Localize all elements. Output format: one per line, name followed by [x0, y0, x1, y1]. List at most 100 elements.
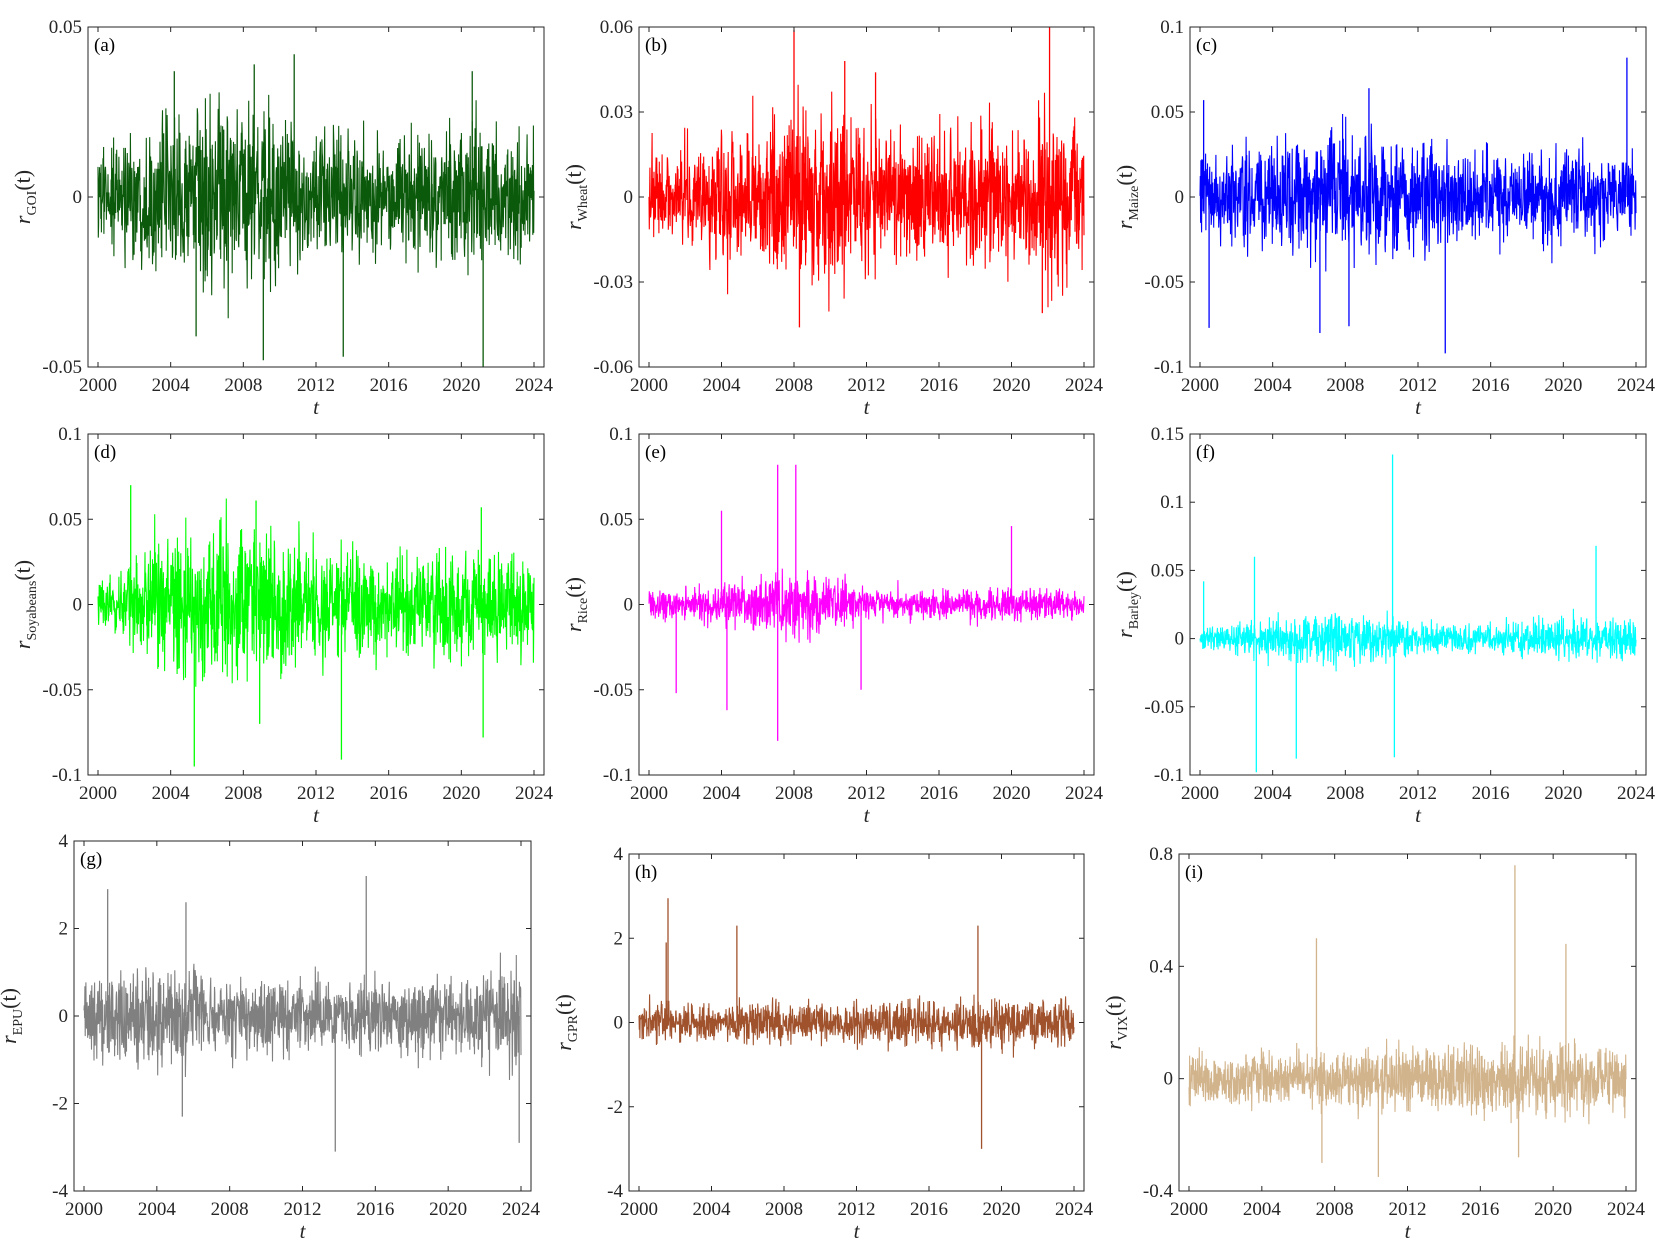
y-axis-label: rGOI(t) — [10, 170, 40, 224]
x-tick-label: 2020 — [993, 783, 1031, 804]
x-tick-label: 2012 — [1399, 783, 1437, 804]
x-tick-label: 2012 — [1399, 375, 1437, 396]
plot-frame — [1189, 433, 1647, 776]
y-tick-label: 0.05 — [1151, 560, 1184, 581]
x-tick-label: 2024 — [1065, 375, 1104, 396]
x-tick-label: 2000 — [620, 1199, 658, 1220]
x-tick-label: 2008 — [1326, 375, 1364, 396]
x-tick-label: 2020 — [1544, 375, 1582, 396]
x-tick-label: 2004 — [152, 783, 191, 804]
y-tick-label: 0 — [624, 187, 634, 208]
x-tick-label: 2020 — [1534, 1199, 1572, 1220]
chart-panel-barley: 2000 2004 2008 2012 2016 2020 2024 -0.1 -0.05 0 0.… — [1112, 424, 1656, 827]
x-tick-label: 2000 — [1181, 375, 1219, 396]
x-tick-label: 2012 — [838, 1199, 876, 1220]
panel-label: (b) — [645, 35, 667, 56]
x-tick-label: 2000 — [1181, 783, 1219, 804]
x-tick-label: 2024 — [502, 1199, 541, 1220]
y-tick-label: 0 — [1164, 1069, 1174, 1090]
x-tick-label: 2020 — [442, 783, 480, 804]
y-tick-label: 2 — [614, 928, 624, 949]
y-tick-label: 0.1 — [1160, 492, 1184, 513]
y-axis-label: rBarley(t) — [1112, 571, 1142, 638]
x-tick-label: 2024 — [515, 375, 554, 396]
panel-label: (d) — [94, 442, 116, 463]
x-tick-label: 2004 — [1254, 783, 1293, 804]
y-tick-label: 0.05 — [600, 509, 633, 530]
y-tick-label: 0 — [73, 187, 83, 208]
panel-label: (c) — [1196, 35, 1217, 56]
x-tick-label: 2020 — [429, 1199, 467, 1220]
x-tick-label: 2016 — [910, 1199, 948, 1220]
x-tick-label: 2016 — [370, 375, 408, 396]
x-tick-label: 2012 — [284, 1199, 322, 1220]
x-tick-label: 2024 — [515, 783, 554, 804]
y-tick-label: 0 — [1175, 629, 1185, 650]
x-tick-label: 2004 — [152, 375, 191, 396]
x-tick-label: 2024 — [1607, 1199, 1646, 1220]
y-axis-label: rGPR(t) — [551, 994, 581, 1051]
series-line-wheat — [648, 84, 1085, 312]
x-tick-label: 2024 — [1617, 375, 1656, 396]
x-tick-label: 2020 — [442, 375, 480, 396]
y-axis-label: rEPU(t) — [0, 988, 26, 1044]
x-tick-label: 2008 — [775, 783, 813, 804]
y-tick-label: 0.8 — [1149, 844, 1173, 865]
plot-frame — [1178, 853, 1637, 1192]
x-tick-label: 2000 — [79, 783, 117, 804]
x-tick-label: 2016 — [920, 783, 958, 804]
y-tick-label: 0 — [624, 595, 634, 616]
chart-panel-soyabeans: 2000 2004 2008 2012 2016 2020 2024 -0.1 -0.05 0 0.… — [10, 424, 554, 827]
x-tick-label: 2016 — [1461, 1199, 1499, 1220]
y-tick-label: -4 — [607, 1181, 623, 1202]
chart-panel-gpr: 2000 2004 2008 2012 2016 2020 2024 -4 -2 0 2 4 t rGPR… — [551, 844, 1094, 1243]
x-tick-label: 2004 — [703, 783, 742, 804]
y-tick-label: 0.05 — [49, 509, 82, 530]
y-tick-label: -0.03 — [593, 272, 633, 293]
series-line-barley — [1199, 608, 1637, 672]
x-tick-label: 2016 — [356, 1199, 394, 1220]
x-axis-label: t — [854, 1219, 861, 1243]
y-tick-label: -0.05 — [1144, 272, 1184, 293]
x-tick-label: 2016 — [1472, 783, 1510, 804]
x-tick-label: 2000 — [79, 375, 117, 396]
x-tick-label: 2020 — [993, 375, 1031, 396]
panel-label: (f) — [1196, 442, 1215, 463]
y-tick-label: -0.1 — [1154, 357, 1184, 378]
x-tick-label: 2004 — [138, 1199, 177, 1220]
panel-label: (g) — [80, 849, 102, 870]
x-tick-label: 2016 — [370, 783, 408, 804]
series-line-soyabeans — [97, 498, 535, 687]
x-tick-label: 2008 — [211, 1199, 249, 1220]
y-tick-label: 0 — [614, 1013, 624, 1034]
x-tick-label: 2012 — [848, 783, 886, 804]
y-tick-label: -0.1 — [1154, 765, 1184, 786]
x-tick-label: 2008 — [224, 783, 262, 804]
x-tick-label: 2012 — [297, 375, 335, 396]
y-tick-label: -0.1 — [603, 765, 633, 786]
x-tick-label: 2016 — [920, 375, 958, 396]
y-tick-label: 0.1 — [609, 424, 633, 445]
y-tick-label: 0.15 — [1151, 424, 1184, 445]
y-tick-label: -0.05 — [42, 357, 82, 378]
series-line-vix — [1188, 1034, 1627, 1125]
y-tick-label: 0.03 — [600, 102, 633, 123]
chart-panel-vix: 2000 2004 2008 2012 2016 2020 2024 -0.4 0 0.4 0.8 t… — [1101, 844, 1646, 1243]
series-line-epu — [83, 952, 522, 1081]
y-tick-label: -0.1 — [52, 765, 82, 786]
x-tick-label: 2012 — [848, 375, 886, 396]
series-line-maize — [1199, 113, 1637, 272]
y-tick-label: 0.05 — [1151, 102, 1184, 123]
y-tick-label: 4 — [59, 831, 69, 852]
y-tick-label: 2 — [59, 919, 69, 940]
y-tick-label: -0.06 — [593, 357, 633, 378]
panel-label: (i) — [1185, 862, 1203, 883]
x-tick-label: 2008 — [1326, 783, 1364, 804]
x-tick-label: 2012 — [297, 783, 335, 804]
y-axis-label: rVIX(t) — [1101, 995, 1131, 1049]
y-axis-label: rSoyabeans(t) — [10, 560, 40, 649]
x-tick-label: 2020 — [1544, 783, 1582, 804]
x-tick-label: 2024 — [1055, 1199, 1094, 1220]
y-tick-label: -0.05 — [593, 680, 633, 701]
